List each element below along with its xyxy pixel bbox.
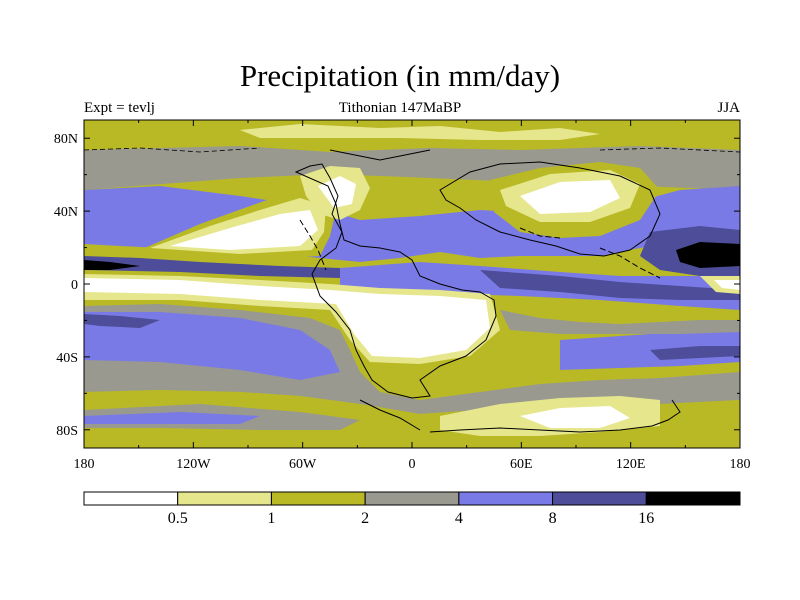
y-tick-label: 40S [56,351,78,366]
arctic-light-patch [240,124,600,140]
map-field [84,120,740,448]
south-pacific-blue [84,312,340,380]
nwpacific-black [676,242,740,268]
y-tick-label: 40N [54,205,78,220]
antarctica-outline [429,399,681,433]
colorbar-label: 1 [267,510,275,527]
x-tick-label: 60E [510,457,533,472]
tethys-arc [519,227,561,239]
x-tick-label: 180 [730,457,751,472]
colorbar-label: 16 [638,510,654,527]
colorbar-box-5 [552,491,647,506]
southern-dry-white [84,278,490,358]
y-tick-label: 80N [54,132,78,147]
y-tick-label: 80S [56,424,78,439]
colorbar-box-4 [458,491,554,506]
south-indian-dark [650,346,740,360]
east-antarctica-coast [359,399,421,431]
colorbar-box-3 [364,491,460,506]
map-title: Precipitation (in mm/day) [239,58,561,93]
antarctic-white [520,406,630,428]
colorbar-label: 0.5 [168,510,188,527]
south-indian-gray [500,310,740,334]
colorbar-box-6 [645,491,741,506]
coastlines [294,149,681,433]
itcz-black-west [84,260,140,270]
colorbar-box-1 [177,491,272,506]
x-tick-label: 60W [289,457,317,472]
x-tick-label: 180 [74,457,95,472]
experiment-label: Expt = tevlj [84,100,155,116]
x-tick-label: 0 [409,457,416,472]
southern-ocean-blue [84,412,260,424]
colorbar-box-2 [270,491,366,506]
pangea-west-outline [294,163,497,399]
ice-edge-line [84,147,740,153]
west-arc [299,219,327,271]
itcz-dark-west [84,256,340,278]
asia-white [520,180,620,214]
axis-ticks: 180 120W 60W 0 60E 120E 180 80N 40N 0 40S 80S [54,120,751,472]
south-pacific-dark [84,314,160,328]
arctic-coast [329,149,431,161]
x-tick-label: 120W [176,457,211,472]
x-tick-label: 120E [616,457,646,472]
season-label: JJA [717,100,740,116]
east-arc [599,247,661,279]
npacific-white [170,210,318,250]
asia-outline [439,161,661,257]
y-tick-label: 0 [71,278,78,293]
colorbar: 0.5 1 2 4 8 16 [83,491,741,527]
namerica-white [318,176,356,208]
equatorial-dark [480,270,740,300]
island-arcs [299,219,661,279]
east-edge-white [714,280,740,290]
colorbar-label: 8 [549,510,557,527]
colorbar-label: 2 [361,510,369,527]
colorbar-label: 4 [455,510,463,527]
period-label: Tithonian 147MaBP [338,100,462,116]
colorbar-box-0 [83,491,179,506]
